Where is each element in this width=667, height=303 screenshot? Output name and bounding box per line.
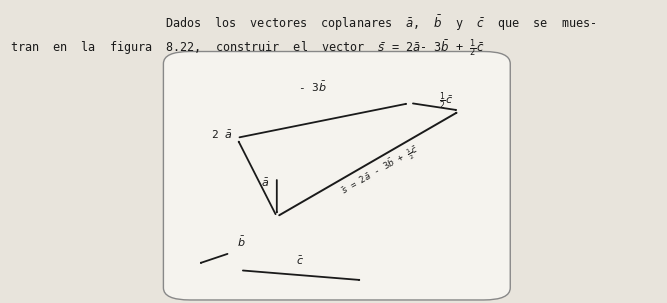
Text: - 3$\bar{b}$: - 3$\bar{b}$: [298, 80, 326, 94]
Text: tran  en  la  figura  8.22,  construir  el  vector  $\bar{s}$ = 2$\bar{a}$- 3$\b: tran en la figura 8.22, construir el vec…: [9, 38, 484, 59]
Text: Dados  los  vectores  coplanares  $\bar{a}$,  $\bar{b}$  y  $\bar{c}$  que  se  : Dados los vectores coplanares $\bar{a}$,…: [165, 14, 596, 33]
Text: $\bar{c}$: $\bar{c}$: [296, 255, 304, 267]
Text: $\frac{1}{2}$$\bar{c}$: $\frac{1}{2}$$\bar{c}$: [439, 91, 453, 112]
Text: $\bar{b}$: $\bar{b}$: [237, 235, 245, 249]
Text: $\bar{s}$ = 2$\bar{a}$ - 3$\bar{b}$ + $\frac{1}{2}$$\bar{c}$: $\bar{s}$ = 2$\bar{a}$ - 3$\bar{b}$ + $\…: [338, 142, 422, 201]
Text: $\bar{a}$: $\bar{a}$: [261, 177, 269, 189]
Text: 2 $\bar{a}$: 2 $\bar{a}$: [211, 129, 232, 141]
FancyBboxPatch shape: [163, 52, 510, 300]
